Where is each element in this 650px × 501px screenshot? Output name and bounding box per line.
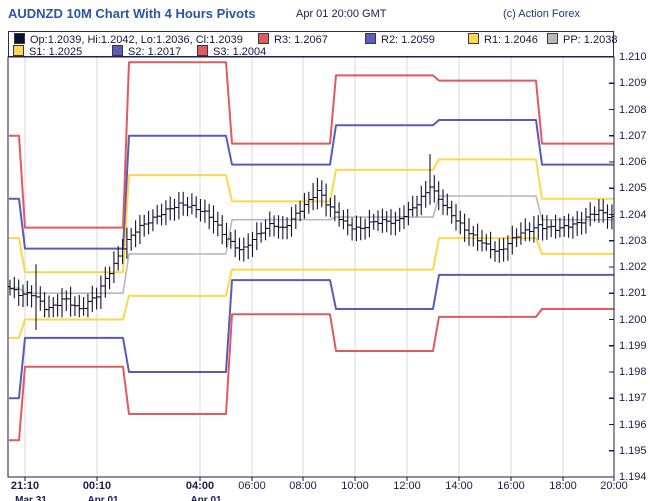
legend-item-s1: S1: 1.2025: [13, 45, 83, 58]
pivot-line-R1: [9, 158, 614, 274]
y-axis-label: 1.198: [619, 366, 647, 378]
legend-item-r1: R1: 1.2046: [468, 33, 538, 46]
y-axis-label: 1.205: [619, 182, 647, 195]
y-axis-label: 1.210: [619, 51, 647, 63]
x-axis-label: 18:00: [549, 480, 577, 492]
legend-label-r3: R3: 1.2067: [274, 34, 328, 46]
legend-swatch-s2: [112, 45, 123, 56]
chart-timestamp: Apr 01 20:00 GMT: [296, 8, 387, 20]
legend-label-s3: S3: 1.2004: [213, 46, 267, 58]
legend-label-ohlc: Op:1.2039, Hi:1.2042, Lo:1.2036, Cl:1.20…: [30, 34, 243, 46]
x-axis-sub-label: Apr 01: [87, 495, 119, 501]
y-axis-label: 1.199: [619, 339, 647, 352]
x-axis-label: 00:10: [82, 480, 112, 492]
y-axis-label: 1.207: [619, 129, 647, 142]
legend-item-ohlc: Op:1.2039, Hi:1.2042, Lo:1.2036, Cl:1.20…: [14, 33, 243, 46]
legend-label-s1: S1: 1.2025: [29, 46, 83, 58]
x-axis-label: 12:00: [393, 480, 421, 492]
legend-item-s2: S2: 1.2017: [112, 45, 182, 58]
x-axis-sub-label: Mar 31: [15, 495, 47, 501]
ohlc-bar-series: [7, 154, 615, 330]
x-axis-label: 10:00: [341, 480, 369, 492]
legend-swatch-r3: [258, 33, 269, 44]
legend-swatch-r2: [365, 33, 376, 44]
pivot-line-S2: [9, 273, 614, 400]
y-axis-label: 1.195: [619, 444, 647, 457]
y-axis-label: 1.208: [619, 103, 647, 116]
y-axis-label: 1.204: [619, 208, 647, 221]
legend-label-s2: S2: 1.2017: [128, 46, 182, 58]
legend-item-r2: R2: 1.2059: [365, 33, 435, 46]
pivot-line-S3: [9, 308, 614, 442]
x-axis-sub-label: Apr 01: [190, 495, 222, 501]
legend-label-r2: R2: 1.2059: [381, 34, 435, 46]
x-axis-label: 14:00: [445, 480, 473, 492]
y-axis-label: 1.201: [619, 287, 647, 300]
legend-label-r1: R1: 1.2046: [484, 34, 538, 46]
y-axis-label: 1.209: [619, 77, 647, 90]
x-axis-label: 16:00: [497, 480, 525, 492]
y-axis-label: 1.196: [619, 418, 647, 431]
pivot-line-R2: [9, 119, 614, 250]
pivot-line-PP: [9, 195, 614, 294]
legend-swatch-ohlc: [14, 33, 25, 44]
pivot-line-R3: [9, 61, 614, 229]
y-axis-label: 1.194: [619, 471, 647, 483]
y-axis-label: 1.206: [619, 156, 647, 168]
x-axis-label: 21:10: [10, 480, 40, 492]
x-axis-label: 04:00: [185, 480, 215, 492]
page-title: AUDNZD 10M Chart With 4 Hours Pivots: [8, 6, 256, 21]
legend-item-s3: S3: 1.2004: [197, 45, 267, 58]
y-axis-label: 1.197: [619, 392, 647, 405]
y-axis-label: 1.203: [619, 234, 647, 247]
legend-item-pp: PP: 1.2038: [547, 33, 618, 46]
y-axis-label: 1.200: [619, 313, 647, 326]
x-axis-label: 06:00: [238, 480, 266, 492]
legend-swatch-s1: [13, 45, 24, 56]
copyright-label: (c) Action Forex: [503, 8, 581, 20]
pivot-line-S1: [9, 237, 614, 339]
legend-item-r3: R3: 1.2067: [258, 33, 328, 46]
y-axis-label: 1.202: [619, 261, 647, 273]
x-axis-label: 08:00: [289, 480, 317, 492]
x-axis-label: 20:00: [600, 480, 628, 492]
legend-swatch-r1: [468, 33, 479, 44]
legend-swatch-s3: [197, 45, 208, 56]
legend-label-pp: PP: 1.2038: [563, 34, 618, 46]
legend-swatch-pp: [547, 33, 558, 44]
